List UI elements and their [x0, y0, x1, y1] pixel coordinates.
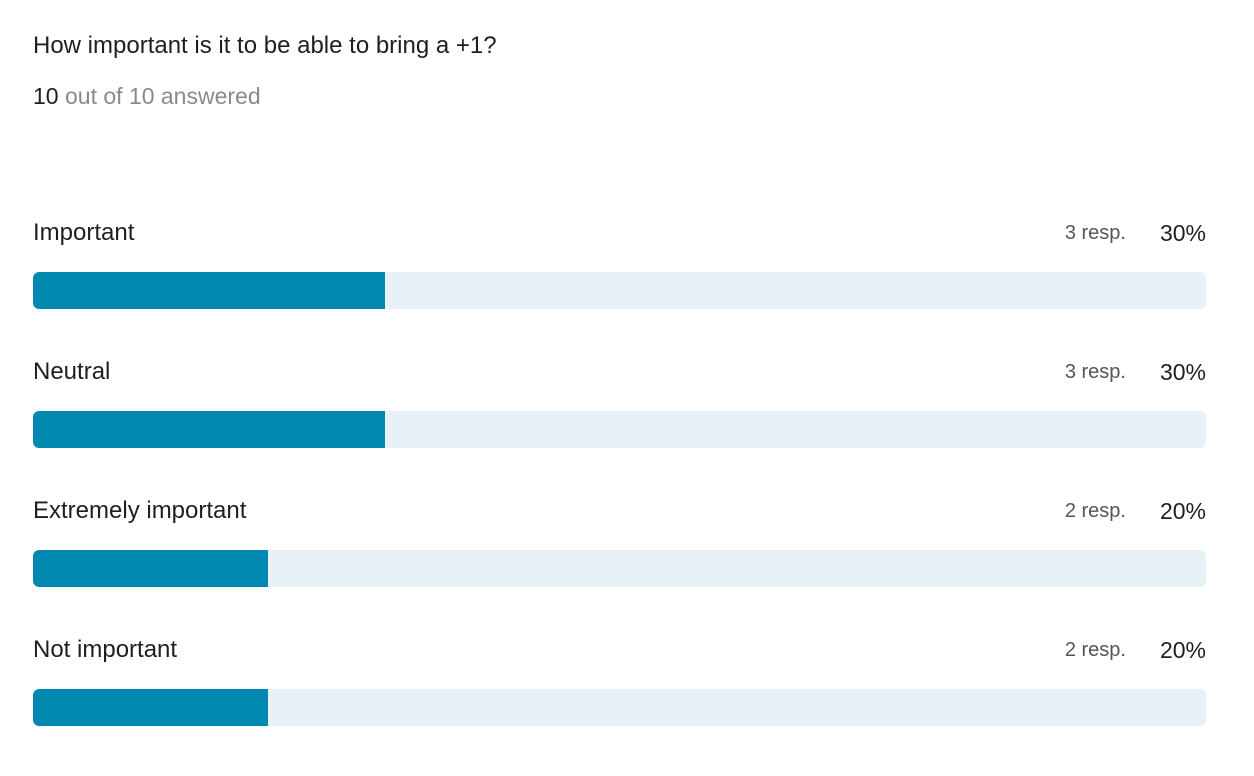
category-label: Important — [33, 219, 135, 246]
percentage-label: 20% — [1159, 637, 1206, 663]
answered-count: 10 — [33, 83, 59, 109]
percentage-label: 20% — [1159, 498, 1206, 524]
response-row-header: Extremely important 2 resp. 20% — [33, 494, 1206, 530]
category-label: Extremely important — [33, 497, 247, 524]
response-row-header: Neutral 3 resp. 30% — [33, 355, 1206, 391]
bar-fill — [33, 550, 268, 587]
response-row: Neutral 3 resp. 30% — [33, 355, 1206, 494]
response-count-label: 3 resp. — [1064, 222, 1126, 244]
response-row-header: Not important 2 resp. 20% — [33, 633, 1206, 669]
percentage-label: 30% — [1159, 220, 1206, 246]
response-count-label: 3 resp. — [1064, 361, 1126, 383]
response-row: Extremely important 2 resp. 20% — [33, 494, 1206, 633]
bar-track — [33, 411, 1206, 448]
response-count-label: 2 resp. — [1064, 500, 1126, 522]
response-row: Important 3 resp. 30% — [33, 216, 1206, 355]
category-label: Not important — [33, 636, 178, 663]
category-label: Neutral — [33, 358, 111, 385]
response-row-header: Important 3 resp. 30% — [33, 216, 1206, 252]
answered-suffix: out of 10 answered — [64, 83, 261, 109]
response-count-label: 2 resp. — [1064, 639, 1126, 661]
bar-fill — [33, 689, 268, 726]
bar-fill — [33, 272, 385, 309]
bar-track — [33, 272, 1206, 309]
bar-fill — [33, 411, 385, 448]
percentage-label: 30% — [1159, 359, 1206, 385]
response-bar-chart: Important 3 resp. 30% Neutral 3 resp. 30% Extr… — [33, 216, 1206, 772]
bar-track — [33, 689, 1206, 726]
answered-summary: 10 out of 10 answered — [33, 81, 261, 111]
question-title: How important is it to be able to bring … — [33, 32, 497, 59]
response-row: Not important 2 resp. 20% — [33, 633, 1206, 772]
bar-track — [33, 550, 1206, 587]
